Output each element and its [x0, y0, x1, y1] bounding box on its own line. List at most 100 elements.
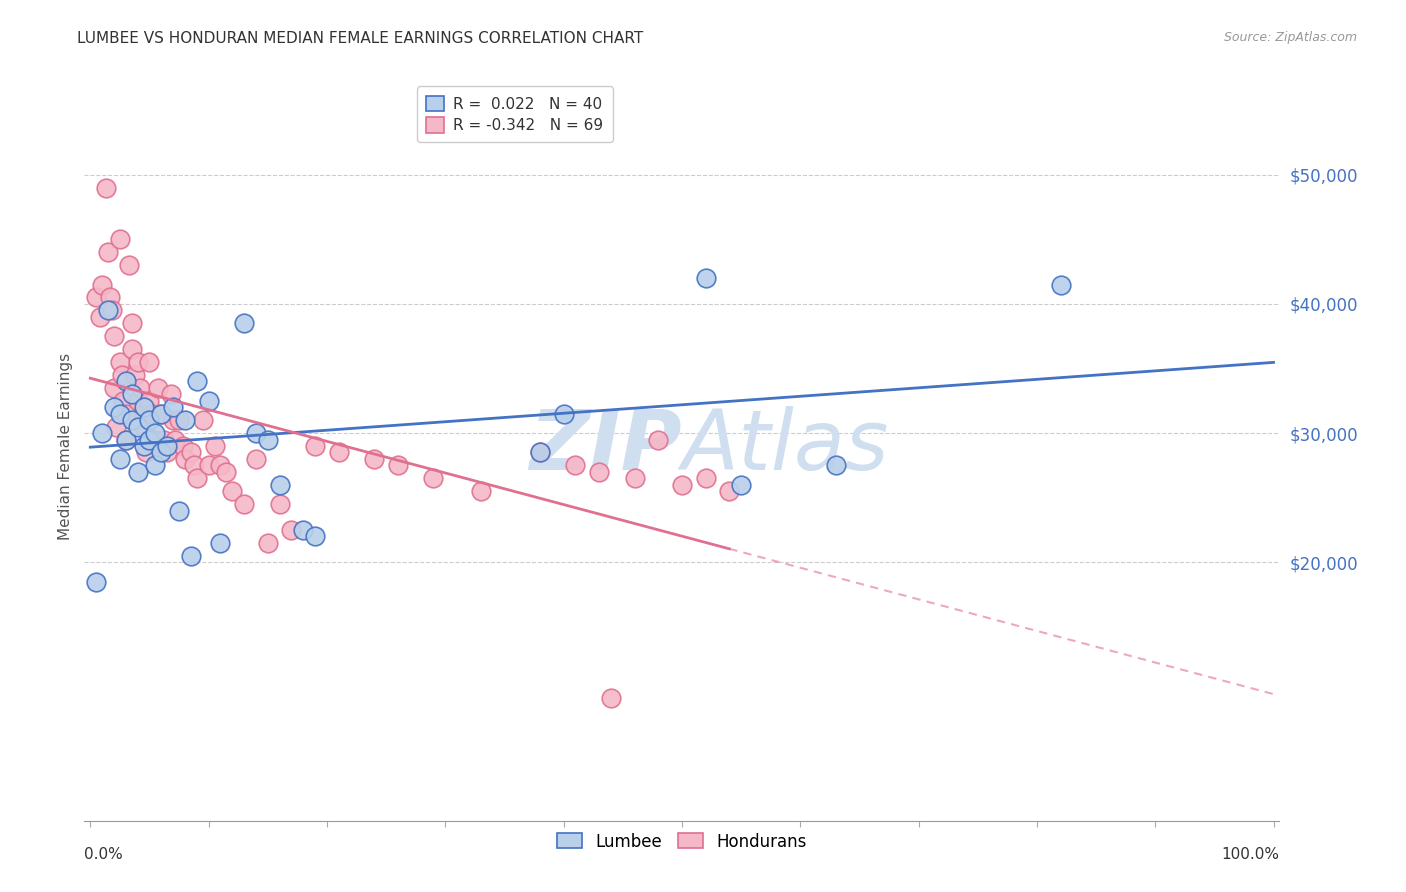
Point [138, 413, 160, 427]
Point [280, 523, 302, 537]
Point [470, 484, 492, 499]
Point [150, 407, 173, 421]
Point [84, 574, 107, 589]
Point [127, 393, 149, 408]
Text: Source: ZipAtlas.com: Source: ZipAtlas.com [1223, 31, 1357, 45]
Point [112, 393, 135, 408]
Point [152, 433, 174, 447]
Point [167, 413, 190, 427]
Point [91, 426, 114, 441]
Point [103, 381, 125, 395]
Point [111, 368, 134, 382]
Point [695, 471, 717, 485]
Text: 100.0%: 100.0% [1222, 847, 1279, 862]
Point [363, 451, 385, 466]
Point [256, 536, 278, 550]
Point [132, 401, 155, 415]
Point [97, 303, 120, 318]
Point [150, 407, 173, 421]
Point [132, 439, 155, 453]
Point [695, 271, 717, 285]
Point [647, 433, 669, 447]
Point [121, 316, 143, 330]
Point [197, 393, 219, 408]
Point [138, 433, 160, 447]
Point [174, 451, 197, 466]
Point [108, 407, 131, 421]
Point [121, 413, 143, 427]
Point [84, 290, 107, 304]
Point [529, 445, 551, 459]
Point [138, 355, 160, 369]
Point [135, 445, 157, 459]
Point [197, 458, 219, 473]
Point [97, 245, 120, 260]
Point [103, 401, 125, 415]
Text: ZIP: ZIP [529, 406, 682, 486]
Point [186, 471, 208, 485]
Point [269, 497, 291, 511]
Point [143, 426, 166, 441]
Point [564, 458, 586, 473]
Point [156, 445, 179, 459]
Point [304, 439, 326, 453]
Point [121, 387, 143, 401]
Point [529, 445, 551, 459]
Point [167, 503, 190, 517]
Point [671, 477, 693, 491]
Point [143, 433, 166, 447]
Point [180, 445, 202, 459]
Legend: Lumbee, Hondurans: Lumbee, Hondurans [550, 826, 814, 857]
Point [1049, 277, 1071, 292]
Point [215, 465, 238, 479]
Point [209, 536, 232, 550]
Point [191, 413, 214, 427]
Point [588, 465, 610, 479]
Point [623, 471, 645, 485]
Point [159, 387, 181, 401]
Point [127, 419, 149, 434]
Point [328, 445, 350, 459]
Point [108, 355, 131, 369]
Point [180, 549, 202, 563]
Point [387, 458, 409, 473]
Point [89, 310, 111, 324]
Point [304, 529, 326, 543]
Point [138, 393, 160, 408]
Point [209, 458, 232, 473]
Point [256, 433, 278, 447]
Point [233, 497, 256, 511]
Point [141, 407, 163, 421]
Point [146, 381, 169, 395]
Point [108, 451, 131, 466]
Point [100, 290, 122, 304]
Text: 0.0%: 0.0% [84, 847, 124, 862]
Point [105, 419, 128, 434]
Point [422, 471, 444, 485]
Point [730, 477, 752, 491]
Point [162, 413, 184, 427]
Point [132, 407, 155, 421]
Point [824, 458, 846, 473]
Point [114, 433, 136, 447]
Point [129, 381, 152, 395]
Point [114, 407, 136, 421]
Point [127, 465, 149, 479]
Point [172, 439, 194, 453]
Text: Atlas: Atlas [682, 406, 890, 486]
Point [100, 303, 122, 318]
Point [103, 329, 125, 343]
Point [245, 426, 267, 441]
Point [108, 232, 131, 246]
Point [124, 368, 146, 382]
Text: LUMBEE VS HONDURAN MEDIAN FEMALE EARNINGS CORRELATION CHART: LUMBEE VS HONDURAN MEDIAN FEMALE EARNING… [77, 31, 644, 46]
Point [553, 407, 575, 421]
Point [114, 433, 136, 447]
Point [221, 484, 243, 499]
Point [121, 342, 143, 356]
Point [165, 433, 187, 447]
Point [156, 439, 179, 453]
Point [204, 439, 226, 453]
Point [132, 419, 155, 434]
Point [186, 375, 208, 389]
